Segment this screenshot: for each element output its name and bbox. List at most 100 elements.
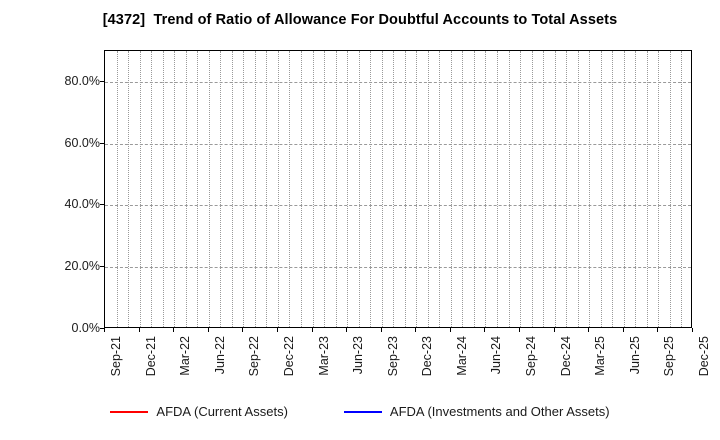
x-tick-mark bbox=[415, 328, 417, 332]
gridline-vertical bbox=[589, 51, 591, 327]
y-tick-label: 80.0% bbox=[64, 73, 100, 88]
gridline-vertical bbox=[116, 51, 118, 327]
y-tick-mark bbox=[100, 142, 104, 144]
gridline-vertical bbox=[485, 51, 487, 327]
gridline-vertical bbox=[151, 51, 153, 327]
chart-title: [4372] Trend of Ratio of Allowance For D… bbox=[102, 12, 618, 28]
gridline-vertical bbox=[289, 51, 291, 327]
y-tick-mark bbox=[100, 328, 104, 329]
gridline-vertical bbox=[450, 51, 452, 327]
gridline-vertical bbox=[473, 51, 475, 327]
x-tick-label: Mar-25 bbox=[593, 336, 608, 376]
x-tick-label: Jun-23 bbox=[351, 336, 366, 375]
gridline-vertical bbox=[497, 51, 498, 327]
gridline-vertical bbox=[358, 51, 360, 327]
legend-item-2[interactable]: AFDA (Investments and Other Assets) bbox=[343, 404, 610, 419]
x-tick-mark bbox=[311, 328, 313, 332]
y-tick-mark bbox=[100, 266, 104, 268]
gridline-horizontal bbox=[105, 267, 691, 269]
gridline-vertical bbox=[404, 51, 406, 327]
gridline-vertical bbox=[543, 51, 545, 327]
x-tick-label: Sep-24 bbox=[524, 336, 539, 377]
x-tick-label: Sep-21 bbox=[109, 336, 123, 377]
x-tick-mark bbox=[692, 328, 693, 332]
gridline-vertical bbox=[462, 51, 464, 327]
gridline-vertical bbox=[658, 51, 660, 327]
gridline-vertical bbox=[254, 51, 256, 327]
gridline-vertical bbox=[635, 51, 637, 327]
gridline-vertical bbox=[577, 51, 579, 327]
x-tick-label: Dec-23 bbox=[420, 336, 435, 377]
y-axis: 0.0% 20.0% 40.0% 60.0% 80.0% bbox=[0, 0, 100, 440]
gridline-vertical bbox=[393, 51, 395, 327]
x-tick-mark bbox=[449, 328, 451, 332]
gridline-vertical bbox=[427, 51, 429, 327]
gridline-vertical bbox=[335, 51, 337, 327]
x-tick-mark bbox=[138, 328, 140, 332]
gridline-vertical bbox=[197, 51, 199, 327]
x-tick-label: Sep-22 bbox=[247, 336, 262, 377]
gridline-vertical bbox=[208, 51, 210, 327]
y-tick-mark bbox=[100, 204, 104, 206]
gridline-vertical bbox=[600, 51, 602, 327]
gridline-vertical bbox=[185, 51, 187, 327]
gridline-vertical bbox=[128, 51, 130, 327]
gridline-vertical bbox=[347, 51, 349, 327]
gridline-horizontal bbox=[105, 205, 691, 207]
x-tick-label: Jun-22 bbox=[212, 336, 227, 375]
x-tick-mark bbox=[242, 328, 244, 332]
gridline-vertical bbox=[646, 51, 648, 327]
x-tick-mark bbox=[553, 328, 555, 332]
y-tick-label: 60.0% bbox=[64, 135, 100, 150]
gridline-horizontal bbox=[105, 143, 691, 145]
x-tick-mark bbox=[104, 328, 105, 332]
legend-label: AFDA (Current Assets) bbox=[156, 404, 288, 419]
gridline-vertical bbox=[370, 51, 372, 327]
x-tick-label: Mar-22 bbox=[178, 336, 193, 376]
y-tick-label: 20.0% bbox=[64, 259, 100, 274]
x-tick-label: Mar-23 bbox=[316, 336, 331, 376]
legend-item-1[interactable]: AFDA (Current Assets) bbox=[110, 404, 288, 419]
gridline-vertical bbox=[139, 51, 141, 327]
y-tick-label: 0.0% bbox=[71, 321, 101, 335]
gridline-vertical bbox=[277, 51, 279, 327]
x-tick-mark bbox=[622, 328, 624, 332]
gridline-vertical bbox=[324, 51, 326, 327]
x-tick-label: Dec-24 bbox=[558, 336, 573, 377]
gridline-vertical bbox=[301, 51, 302, 327]
x-tick-label: Dec-22 bbox=[281, 336, 296, 377]
gridline-vertical bbox=[312, 51, 314, 327]
gridline-vertical bbox=[612, 51, 614, 327]
chart-legend: AFDA (Current Assets) AFDA (Investments a… bbox=[0, 404, 720, 419]
x-tick-label: Mar-24 bbox=[454, 336, 469, 376]
gridline-vertical bbox=[623, 51, 625, 327]
gridline-vertical bbox=[520, 51, 522, 327]
x-tick-mark bbox=[484, 328, 486, 332]
x-tick-mark bbox=[207, 328, 209, 332]
legend-swatch-icon bbox=[343, 410, 382, 413]
legend-swatch-icon bbox=[110, 410, 149, 413]
x-tick-mark bbox=[519, 328, 521, 332]
plot-area bbox=[104, 50, 692, 328]
gridline-vertical bbox=[231, 51, 233, 327]
gridline-vertical bbox=[508, 51, 510, 327]
gridline-vertical bbox=[243, 51, 245, 327]
gridline-vertical bbox=[531, 51, 533, 327]
x-tick-mark bbox=[173, 328, 175, 332]
x-tick-label: Jun-25 bbox=[627, 336, 642, 375]
gridline-vertical bbox=[669, 51, 671, 327]
x-tick-label: Sep-25 bbox=[662, 336, 677, 377]
gridline-vertical bbox=[681, 51, 683, 327]
gridline-vertical bbox=[266, 51, 268, 327]
gridline-vertical bbox=[220, 51, 222, 327]
y-tick-label: 40.0% bbox=[64, 197, 100, 212]
gridline-vertical bbox=[439, 51, 441, 327]
legend-label: AFDA (Investments and Other Assets) bbox=[389, 404, 610, 419]
gridline-vertical bbox=[554, 51, 556, 327]
gridline-vertical bbox=[566, 51, 568, 327]
gridline-horizontal bbox=[105, 81, 691, 83]
x-tick-label: Dec-21 bbox=[143, 336, 158, 377]
gridline-vertical bbox=[174, 51, 176, 327]
